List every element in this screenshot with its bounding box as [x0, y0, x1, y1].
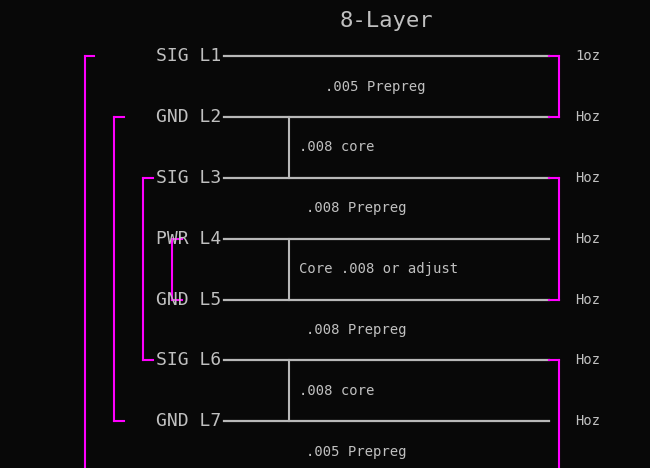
Text: Hoz: Hoz: [575, 414, 601, 428]
Text: Core .008 or adjust: Core .008 or adjust: [299, 262, 458, 276]
Text: .008 Prepreg: .008 Prepreg: [306, 323, 406, 337]
Text: PWR L4: PWR L4: [156, 230, 221, 248]
Text: SIG L3: SIG L3: [156, 169, 221, 187]
Text: .008 Prepreg: .008 Prepreg: [306, 201, 406, 215]
Text: .005 Prepreg: .005 Prepreg: [306, 445, 406, 459]
Text: GND L2: GND L2: [156, 108, 221, 126]
Text: SIG L1: SIG L1: [156, 47, 221, 65]
Text: Hoz: Hoz: [575, 110, 601, 124]
Text: GND L7: GND L7: [156, 412, 221, 430]
Text: 8-Layer: 8-Layer: [340, 11, 434, 31]
Text: Hoz: Hoz: [575, 292, 601, 307]
Text: Hoz: Hoz: [575, 171, 601, 185]
Text: SIG L6: SIG L6: [156, 351, 221, 369]
Text: Hoz: Hoz: [575, 232, 601, 246]
Text: .005 Prepreg: .005 Prepreg: [325, 80, 426, 94]
Text: GND L5: GND L5: [156, 291, 221, 308]
Text: 1oz: 1oz: [575, 49, 601, 63]
Text: .008 core: .008 core: [299, 384, 374, 398]
Text: Hoz: Hoz: [575, 353, 601, 367]
Text: .008 core: .008 core: [299, 140, 374, 154]
